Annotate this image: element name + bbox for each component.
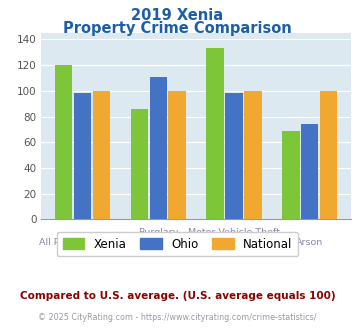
Bar	[93, 91, 110, 219]
Text: Motor Vehicle Theft: Motor Vehicle Theft	[188, 228, 280, 237]
Bar	[282, 131, 300, 219]
Bar	[225, 93, 243, 219]
Text: 2019 Xenia: 2019 Xenia	[131, 8, 224, 23]
Text: Arson: Arson	[296, 238, 323, 247]
Text: © 2025 CityRating.com - https://www.cityrating.com/crime-statistics/: © 2025 CityRating.com - https://www.city…	[38, 313, 317, 322]
Bar	[301, 124, 318, 219]
Bar	[244, 91, 262, 219]
Bar	[149, 77, 167, 219]
Bar	[74, 93, 91, 219]
Text: Burglary: Burglary	[138, 228, 179, 237]
Text: Compared to U.S. average. (U.S. average equals 100): Compared to U.S. average. (U.S. average …	[20, 291, 335, 301]
Text: All Property Crime: All Property Crime	[39, 238, 126, 247]
Bar	[169, 91, 186, 219]
Text: Larceny & Theft: Larceny & Theft	[120, 238, 196, 247]
Bar	[320, 91, 338, 219]
Legend: Xenia, Ohio, National: Xenia, Ohio, National	[57, 232, 298, 256]
Bar	[55, 65, 72, 219]
Bar	[131, 109, 148, 219]
Text: Property Crime Comparison: Property Crime Comparison	[63, 21, 292, 36]
Bar	[206, 49, 224, 219]
